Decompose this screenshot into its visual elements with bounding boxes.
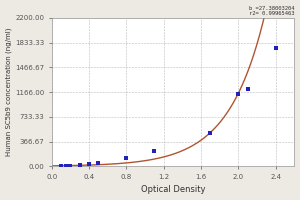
Point — [87, 163, 92, 166]
Point — [208, 131, 213, 134]
Point — [245, 87, 250, 90]
Point — [63, 165, 68, 168]
Point — [124, 157, 129, 160]
X-axis label: Optical Density: Optical Density — [141, 185, 205, 194]
Point — [96, 161, 101, 164]
Y-axis label: Human SC5b9 concentration (ng/ml): Human SC5b9 concentration (ng/ml) — [6, 28, 12, 156]
Point — [273, 47, 278, 50]
Point — [236, 92, 241, 95]
Point — [68, 164, 73, 168]
Point — [59, 165, 64, 168]
Text: b =27.38003204
r2= 0.99965463: b =27.38003204 r2= 0.99965463 — [249, 6, 294, 16]
Point — [77, 164, 82, 167]
Point — [152, 150, 157, 153]
